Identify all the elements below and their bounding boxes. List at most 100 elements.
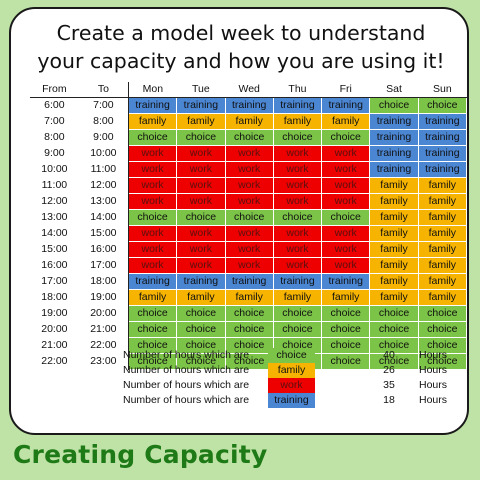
summary-label: Number of hours which are: [123, 379, 250, 391]
from-time: 16:00: [41, 259, 68, 271]
headline: Create a model week to understand your c…: [11, 19, 467, 75]
from-time: 17:00: [41, 275, 68, 287]
from-time: 6:00: [44, 99, 65, 112]
to-time: 7:00: [78, 97, 129, 114]
from-time: 9:00: [44, 147, 65, 159]
schedule-cell: work: [176, 241, 226, 258]
summary-label: Number of hours which are: [123, 349, 250, 361]
summary-count: 18: [383, 394, 395, 406]
schedule-cell: work: [225, 161, 274, 178]
schedule-cell: work: [321, 241, 371, 258]
table-row: 20:00 21:00 choice choice choice choice choice…: [30, 321, 467, 338]
schedule-cell: choice: [176, 209, 226, 226]
table-header-row: From To Mon Tue Wed Thu Fri Sat Sun: [30, 82, 467, 98]
schedule-cell: choice: [225, 305, 274, 322]
schedule-cell: choice: [369, 321, 419, 338]
table-row: 15:00 16:00 work work work work work family fami…: [30, 241, 467, 258]
to-time: 23:00: [78, 353, 129, 370]
summary-row: Number of hours which are training 18 Hours: [11, 393, 467, 408]
to-time: 19:00: [78, 289, 129, 306]
schedule-cell: work: [321, 145, 371, 162]
schedule-cell: choice: [273, 129, 323, 146]
schedule-cell: work: [176, 145, 226, 162]
schedule-cell: choice: [225, 321, 274, 338]
schedule-cell: choice: [176, 337, 226, 354]
schedule-cell: family: [418, 177, 467, 194]
schedule-cell: work: [128, 193, 178, 210]
schedule-cell: family: [369, 257, 419, 274]
schedule-cell: choice: [176, 305, 226, 322]
from-time: 8:00: [44, 131, 65, 143]
to-time: 8:00: [78, 113, 129, 130]
schedule-cell: family: [369, 241, 419, 258]
summary-count: 40: [383, 349, 395, 361]
schedule-cell: choice: [225, 129, 274, 146]
schedule-cell: work: [128, 177, 178, 194]
schedule-cell: work: [273, 257, 323, 274]
schedule-cell: training: [418, 161, 467, 178]
schedule-cell: choice: [418, 97, 467, 114]
schedule-cell: work: [128, 145, 178, 162]
summary-category: training: [268, 393, 315, 408]
from-time: 19:00: [41, 307, 68, 319]
summary-count: 35: [383, 379, 395, 391]
summary-row: Number of hours which are choice 40 Hours: [11, 348, 467, 363]
schedule-cell: choice: [369, 353, 419, 370]
to-time: 10:00: [78, 145, 129, 162]
schedule-cell: family: [321, 289, 371, 306]
schedule-cell: family: [176, 289, 226, 306]
schedule-cell: work: [225, 241, 274, 258]
schedule-cell: choice: [369, 97, 419, 114]
schedule-cell: training: [128, 273, 178, 290]
from-time: 18:00: [41, 291, 68, 303]
schedule-cell: choice: [273, 209, 323, 226]
schedule-cell: choice: [369, 305, 419, 322]
schedule-cell: training: [225, 97, 274, 114]
schedule-cell: family: [369, 225, 419, 242]
from-time: 7:00: [44, 115, 65, 127]
table-row: 8:00 9:00 choice choice choice choice choice tr…: [30, 129, 467, 146]
schedule-cell: training: [418, 129, 467, 146]
schedule-cell: choice: [321, 337, 371, 354]
schedule-cell: choice: [321, 209, 371, 226]
to-time: 13:00: [78, 193, 129, 210]
to-time: 18:00: [78, 273, 129, 290]
schedule-cell: work: [273, 241, 323, 258]
schedule-cell: choice: [225, 209, 274, 226]
schedule-cell: choice: [273, 321, 323, 338]
schedule-cell: choice: [321, 353, 371, 370]
summary-category: family: [268, 363, 315, 378]
table-row: 18:00 19:00 family family family family family…: [30, 289, 467, 306]
schedule-cell: work: [225, 145, 274, 162]
schedule-cell: family: [321, 113, 371, 130]
schedule-cell: training: [273, 97, 323, 114]
schedule-cell: work: [321, 177, 371, 194]
schedule-cell: work: [273, 225, 323, 242]
table-row: 14:00 15:00 work work work work work family fami…: [30, 225, 467, 242]
schedule-cell: family: [418, 241, 467, 258]
schedule-cell: family: [418, 209, 467, 226]
summary-category: work: [268, 378, 315, 393]
schedule-cell: choice: [176, 321, 226, 338]
summary-unit: Hours: [419, 364, 448, 376]
schedule-cell: family: [225, 289, 274, 306]
table-row: 19:00 20:00 choice choice choice choice choice…: [30, 305, 467, 322]
to-time: 21:00: [78, 321, 129, 338]
schedule-cell: work: [176, 161, 226, 178]
schedule-cell: work: [321, 257, 371, 274]
table-row: 13:00 14:00 choice choice choice choice choice…: [30, 209, 467, 226]
schedule-cell: choice: [418, 337, 467, 354]
headline-line-1: Create a model week to understand: [56, 21, 426, 45]
schedule-cell: family: [369, 193, 419, 210]
schedule-cell: work: [128, 225, 178, 242]
schedule-cell: family: [369, 273, 419, 290]
column-header-thu: Thu: [273, 82, 322, 98]
schedule-cell: work: [273, 145, 323, 162]
table-row: 12:00 13:00 work work work work work family fami…: [30, 193, 467, 210]
to-time: 15:00: [78, 225, 129, 242]
schedule-cell: family: [369, 177, 419, 194]
schedule-cell: choice: [128, 129, 178, 146]
summary-unit: Hours: [419, 349, 448, 361]
footer-title: Creating Capacity: [13, 440, 268, 469]
column-header-mon: Mon: [128, 82, 177, 98]
